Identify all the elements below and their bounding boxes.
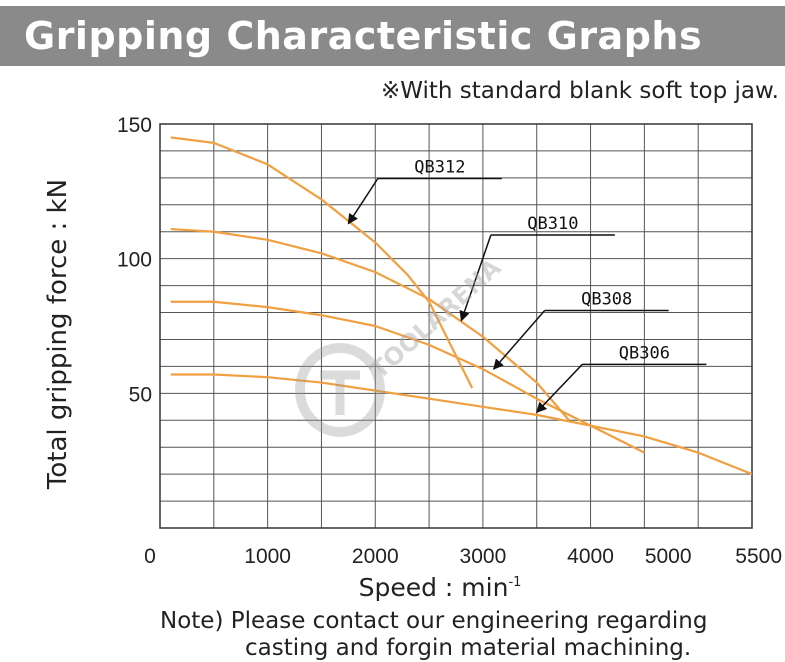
x-tick-label: 0 bbox=[144, 545, 156, 568]
standard-jaw-note: ※With standard blank soft top jaw. bbox=[381, 78, 779, 104]
label-qb308: QB308 bbox=[581, 289, 632, 309]
x-tick-label: 3000 bbox=[460, 545, 507, 568]
callout-arrow bbox=[492, 309, 546, 370]
y-axis-label: Total gripping force : kN bbox=[43, 179, 73, 490]
x-tick-label: 2000 bbox=[352, 545, 399, 568]
title-bar: Gripping Characteristic Graphs bbox=[0, 6, 785, 66]
label-qb310: QB310 bbox=[527, 214, 578, 234]
label-qb312: QB312 bbox=[414, 157, 465, 177]
x-tick-label: 5500 bbox=[735, 545, 782, 568]
footer-note: Note) Please contact our engineering reg… bbox=[0, 608, 785, 662]
x-tick-label: 5000 bbox=[645, 545, 692, 568]
callout-arrow bbox=[459, 234, 492, 322]
y-tick-label: 50 bbox=[129, 383, 152, 406]
callout-arrows bbox=[347, 177, 707, 413]
x-tick-label: 4000 bbox=[567, 545, 614, 568]
grid bbox=[159, 123, 753, 529]
chart-text: QB312 QB310 QB308 QB306 50 100 150 0 1000 2000 300… bbox=[43, 114, 782, 602]
plot-frame bbox=[159, 123, 753, 529]
series-qb306 bbox=[170, 373, 753, 476]
series-qb310 bbox=[170, 227, 570, 421]
x-tick-label: 1000 bbox=[244, 545, 291, 568]
y-tick-label: 100 bbox=[117, 249, 152, 272]
y-tick-label: 150 bbox=[117, 114, 152, 137]
curves bbox=[170, 136, 753, 476]
page-title: Gripping Characteristic Graphs bbox=[24, 14, 703, 58]
footer-line-2: casting and forgin material machining. bbox=[245, 635, 692, 661]
series-qb308 bbox=[170, 300, 645, 454]
x-axis-label: Speed : min-1 bbox=[359, 573, 522, 602]
x-axis-label-superscript: -1 bbox=[508, 575, 521, 590]
callout-arrow bbox=[347, 178, 379, 225]
label-qb306: QB306 bbox=[619, 343, 670, 363]
series-qb312 bbox=[170, 136, 474, 389]
footer-line-1: Note) Please contact our engineering reg… bbox=[160, 608, 708, 634]
callout-arrow bbox=[536, 363, 583, 413]
